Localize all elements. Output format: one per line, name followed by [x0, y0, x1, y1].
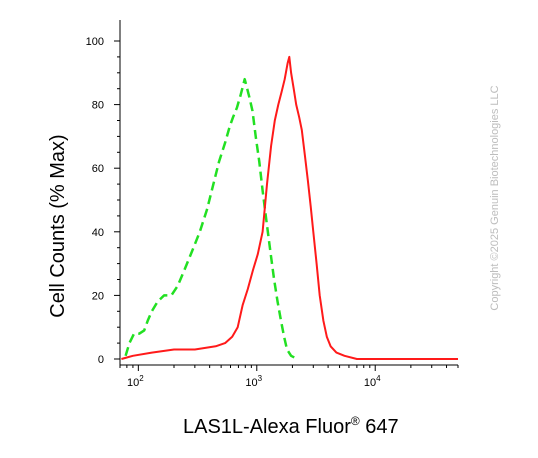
y-tick-label: 60 [92, 163, 104, 175]
y-tick-label: 100 [86, 36, 104, 48]
x-axis-title: LAS1L-Alexa Fluor® 647 [183, 414, 399, 438]
x-axis-title-registered-mark: ® [351, 414, 360, 428]
x-axis-title-suffix: 647 [360, 416, 399, 438]
series-line-red-solid [121, 55, 458, 360]
y-tick-label: 80 [92, 100, 104, 112]
x-tick-label: 103 [245, 374, 262, 389]
y-tick-label: 40 [92, 227, 104, 239]
x-axis-ticks: 102 103 104 [119, 365, 459, 389]
x-tick-label: 104 [364, 374, 381, 389]
x-axis-title-main: LAS1L-Alexa Fluor [183, 416, 351, 438]
y-tick-label: 20 [92, 290, 104, 302]
series-group [121, 55, 458, 361]
copyright-watermark: Copyright ©2025 Genuin Biotechnologies L… [489, 85, 501, 310]
x-tick-label: 102 [127, 374, 144, 389]
y-tick-label: 0 [98, 354, 104, 366]
y-axis-ticks: 0 20 40 60 80 100 [86, 36, 120, 366]
series-line-green-dashed [124, 77, 298, 361]
y-axis-title: Cell Counts (% Max) [47, 134, 69, 317]
